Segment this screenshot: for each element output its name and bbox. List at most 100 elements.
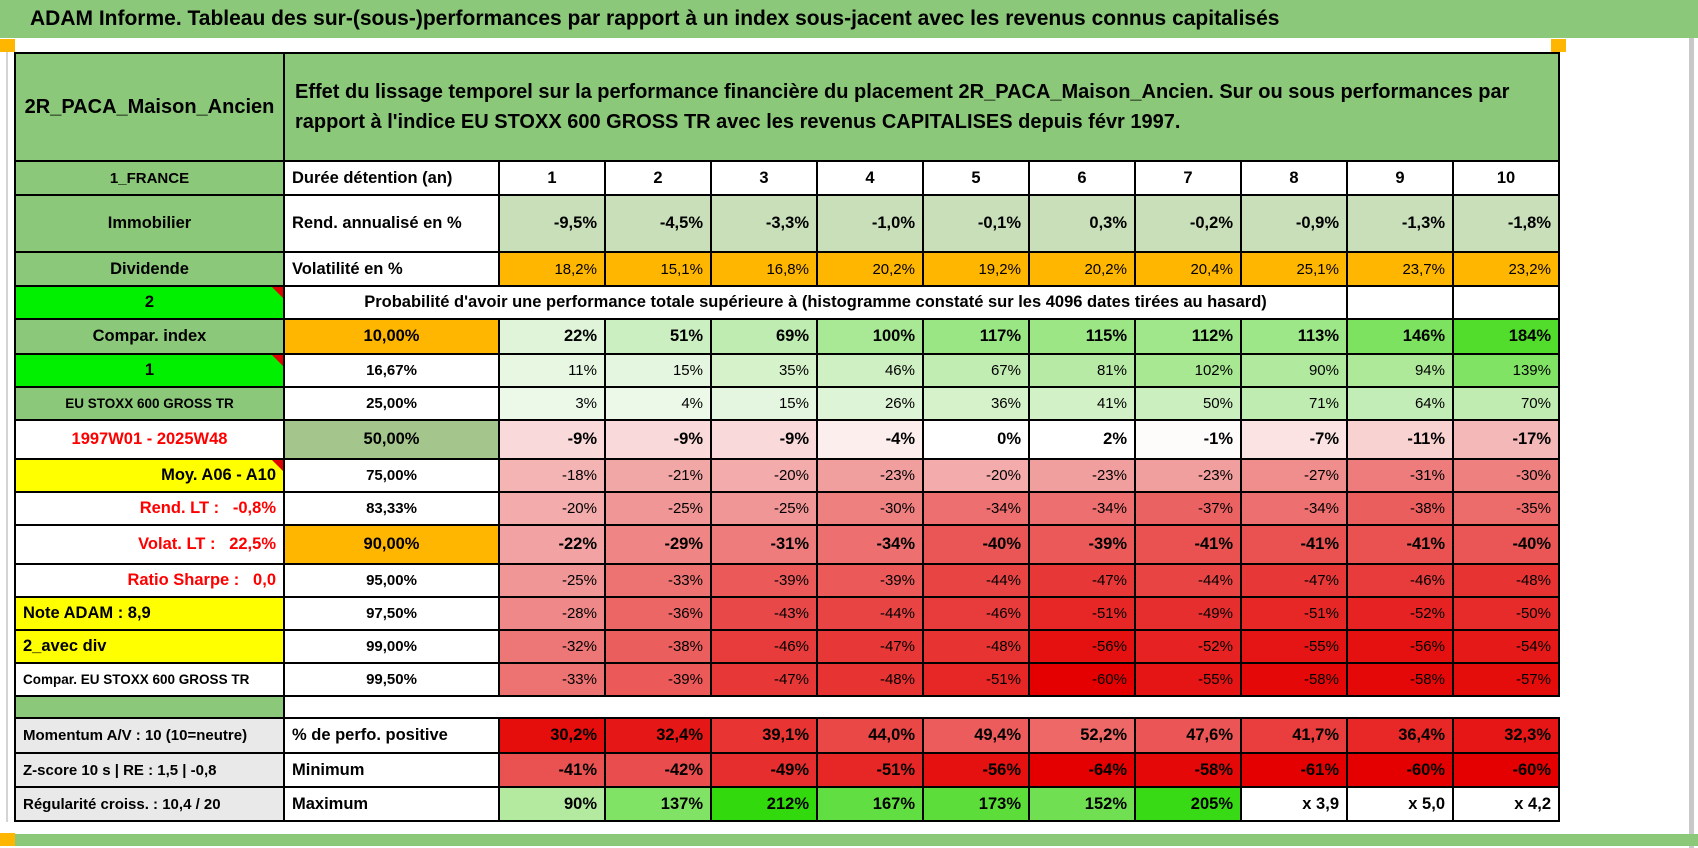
- data-cell[interactable]: 36%: [924, 388, 1030, 421]
- data-cell[interactable]: -46%: [924, 598, 1030, 631]
- data-cell[interactable]: 184%: [1454, 320, 1560, 355]
- data-cell[interactable]: -47%: [818, 631, 924, 664]
- data-cell[interactable]: x 3,9: [1242, 788, 1348, 822]
- row-label-cell[interactable]: Rend. LT : -0,8%: [16, 493, 285, 526]
- row-header-cell[interactable]: 99,50%: [285, 664, 500, 697]
- data-cell[interactable]: 15%: [712, 388, 818, 421]
- data-cell[interactable]: 70%: [1454, 388, 1560, 421]
- data-cell[interactable]: -49%: [712, 754, 818, 788]
- data-cell[interactable]: -0,2%: [1136, 196, 1242, 253]
- data-cell[interactable]: -22%: [500, 526, 606, 565]
- data-cell[interactable]: -51%: [924, 664, 1030, 697]
- data-cell[interactable]: 52,2%: [1030, 719, 1136, 754]
- data-cell[interactable]: 41,7%: [1242, 719, 1348, 754]
- data-cell[interactable]: -39%: [818, 565, 924, 598]
- data-cell[interactable]: 81%: [1030, 355, 1136, 388]
- row-header-cell[interactable]: 97,50%: [285, 598, 500, 631]
- data-cell[interactable]: [1454, 287, 1560, 320]
- data-cell[interactable]: 32,3%: [1454, 719, 1560, 754]
- data-cell[interactable]: x 5,0: [1348, 788, 1454, 822]
- row-label-cell[interactable]: Régularité croiss. : 10,4 / 20: [16, 788, 285, 822]
- data-cell[interactable]: 212%: [712, 788, 818, 822]
- data-cell[interactable]: 94%: [1348, 355, 1454, 388]
- data-cell[interactable]: -40%: [924, 526, 1030, 565]
- data-cell[interactable]: -40%: [1454, 526, 1560, 565]
- row-label-cell[interactable]: Z-score 10 s | RE : 1,5 | -0,8: [16, 754, 285, 788]
- data-cell[interactable]: -39%: [712, 565, 818, 598]
- data-cell[interactable]: 7: [1136, 162, 1242, 196]
- row-header-cell[interactable]: 99,00%: [285, 631, 500, 664]
- row-header-cell[interactable]: 10,00%: [285, 320, 500, 355]
- row-header-cell[interactable]: % de perfo. positive: [285, 719, 500, 754]
- data-cell[interactable]: -44%: [1136, 565, 1242, 598]
- data-cell[interactable]: 11%: [500, 355, 606, 388]
- data-cell[interactable]: 167%: [818, 788, 924, 822]
- data-cell[interactable]: -18%: [500, 460, 606, 493]
- data-cell[interactable]: 146%: [1348, 320, 1454, 355]
- data-cell[interactable]: -1,3%: [1348, 196, 1454, 253]
- data-cell[interactable]: -34%: [1030, 493, 1136, 526]
- data-cell[interactable]: [1348, 287, 1454, 320]
- row-label-cell[interactable]: EU STOXX 600 GROSS TR: [16, 388, 285, 421]
- data-cell[interactable]: 51%: [606, 320, 712, 355]
- row-label-cell[interactable]: 2: [16, 287, 285, 320]
- data-cell[interactable]: 44,0%: [818, 719, 924, 754]
- data-cell[interactable]: -64%: [1030, 754, 1136, 788]
- data-cell[interactable]: -23%: [818, 460, 924, 493]
- row-header-cell[interactable]: 75,00%: [285, 460, 500, 493]
- data-cell[interactable]: 113%: [1242, 320, 1348, 355]
- data-cell[interactable]: -43%: [712, 598, 818, 631]
- row-header-cell[interactable]: 25,00%: [285, 388, 500, 421]
- data-cell[interactable]: -39%: [606, 664, 712, 697]
- data-cell[interactable]: -46%: [1348, 565, 1454, 598]
- data-cell[interactable]: 20,2%: [1030, 253, 1136, 287]
- data-cell[interactable]: -51%: [818, 754, 924, 788]
- data-cell[interactable]: -48%: [924, 631, 1030, 664]
- data-cell[interactable]: -58%: [1348, 664, 1454, 697]
- row-label-cell[interactable]: Volat. LT : 22,5%: [16, 526, 285, 565]
- row-label-cell[interactable]: Immobilier: [16, 196, 285, 253]
- data-cell[interactable]: 6: [1030, 162, 1136, 196]
- data-cell[interactable]: 139%: [1454, 355, 1560, 388]
- data-cell[interactable]: -46%: [712, 631, 818, 664]
- data-cell[interactable]: -41%: [1136, 526, 1242, 565]
- data-cell[interactable]: 15,1%: [606, 253, 712, 287]
- data-cell[interactable]: 35%: [712, 355, 818, 388]
- row-label-cell[interactable]: Dividende: [16, 253, 285, 287]
- data-cell[interactable]: -23%: [1136, 460, 1242, 493]
- data-cell[interactable]: 152%: [1030, 788, 1136, 822]
- data-cell[interactable]: 19,2%: [924, 253, 1030, 287]
- data-cell[interactable]: -41%: [1242, 526, 1348, 565]
- data-cell[interactable]: -44%: [924, 565, 1030, 598]
- data-cell[interactable]: 3%: [500, 388, 606, 421]
- data-cell[interactable]: -58%: [1136, 754, 1242, 788]
- row-label-cell[interactable]: [16, 697, 285, 719]
- data-cell[interactable]: x 4,2: [1454, 788, 1560, 822]
- row-label-cell[interactable]: Note ADAM : 8,9: [16, 598, 285, 631]
- data-cell[interactable]: 8: [1242, 162, 1348, 196]
- data-cell[interactable]: -30%: [818, 493, 924, 526]
- row-header-cell[interactable]: 90,00%: [285, 526, 500, 565]
- data-cell[interactable]: -11%: [1348, 421, 1454, 460]
- data-cell[interactable]: -52%: [1348, 598, 1454, 631]
- row-label-cell[interactable]: Compar. index: [16, 320, 285, 355]
- data-cell[interactable]: -38%: [606, 631, 712, 664]
- data-cell[interactable]: 23,2%: [1454, 253, 1560, 287]
- data-cell[interactable]: -60%: [1348, 754, 1454, 788]
- data-cell[interactable]: 22%: [500, 320, 606, 355]
- data-cell[interactable]: -60%: [1454, 754, 1560, 788]
- row-header-cell[interactable]: 83,33%: [285, 493, 500, 526]
- data-cell[interactable]: 41%: [1030, 388, 1136, 421]
- data-cell[interactable]: -25%: [606, 493, 712, 526]
- data-cell[interactable]: -33%: [500, 664, 606, 697]
- data-cell[interactable]: 32,4%: [606, 719, 712, 754]
- data-cell[interactable]: -30%: [1454, 460, 1560, 493]
- data-cell[interactable]: 39,1%: [712, 719, 818, 754]
- data-cell[interactable]: -61%: [1242, 754, 1348, 788]
- data-cell[interactable]: -37%: [1136, 493, 1242, 526]
- data-cell[interactable]: -44%: [818, 598, 924, 631]
- data-cell[interactable]: -3,3%: [712, 196, 818, 253]
- placement-name-cell[interactable]: 2R_PACA_Maison_Ancien: [16, 54, 285, 162]
- data-cell[interactable]: -52%: [1136, 631, 1242, 664]
- data-cell[interactable]: -47%: [1030, 565, 1136, 598]
